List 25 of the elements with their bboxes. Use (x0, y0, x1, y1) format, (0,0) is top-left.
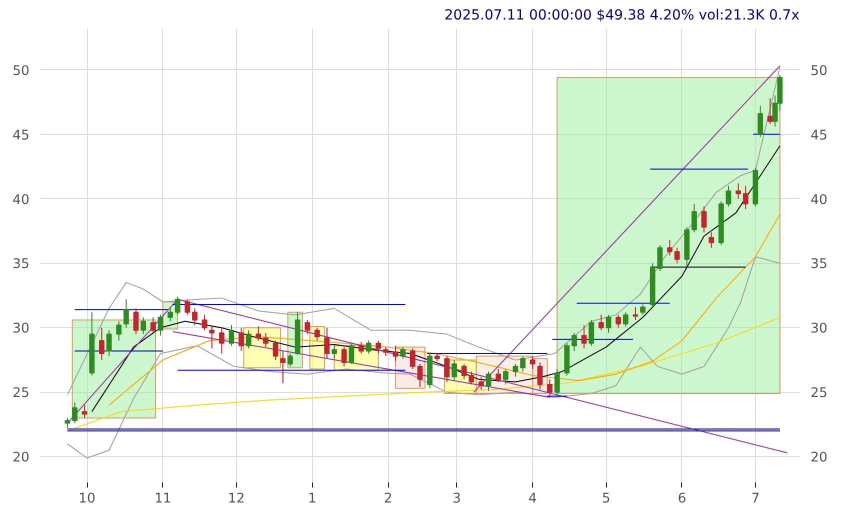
y2-tick-label: 40 (810, 192, 828, 208)
x-tick-label: 3 (452, 492, 461, 505)
chart-title: 2025.07.11 00:00:00 $49.38 4.20% vol:21.3K 0.7x (444, 8, 800, 24)
y2-tick-label: 35 (810, 257, 828, 272)
x-tick-label: 5 (602, 492, 610, 505)
x-tick-label: 1 (308, 492, 317, 505)
y2-tick-label: 30 (810, 322, 828, 337)
y2-tick-label: 25 (810, 386, 828, 402)
x-tick-label: 7 (751, 492, 760, 505)
x-tick-label: 10 (78, 492, 96, 505)
y-tick-label: 20 (12, 450, 30, 466)
y2-tick-label: 20 (810, 450, 828, 466)
x-tick-label: 11 (154, 492, 172, 505)
x-tick-label: 4 (528, 492, 537, 505)
y2-tick-label: 45 (810, 128, 828, 144)
y-tick-label: 40 (12, 192, 30, 208)
x-tick-label: 6 (678, 492, 686, 505)
y-tick-label: 35 (12, 257, 30, 272)
y2-tick-label: 50 (810, 64, 828, 79)
x-tick-label: 12 (228, 492, 245, 505)
y-tick-label: 30 (12, 322, 30, 337)
y-tick-label: 25 (12, 386, 30, 402)
y-tick-label: 50 (12, 64, 30, 79)
y-tick-label: 45 (12, 128, 30, 144)
x-tick-label: 2 (384, 492, 392, 505)
